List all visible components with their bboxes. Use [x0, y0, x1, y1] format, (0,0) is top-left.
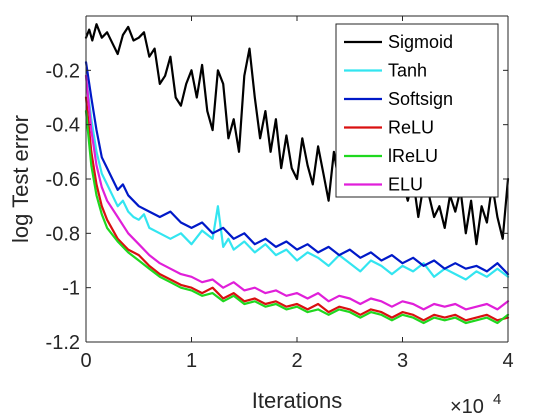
x-tick-label: 2	[291, 350, 302, 372]
legend-label-elu: ELU	[388, 175, 423, 195]
x-tick-label: 1	[186, 350, 197, 372]
legend-label-softsign: Softsign	[388, 89, 453, 109]
series-line-softsign	[84, 61, 510, 276]
y-tick-label: -1	[62, 278, 80, 300]
legend-box	[335, 23, 499, 198]
x-tick-label: 0	[80, 350, 91, 372]
series-line-sigmoid	[84, 23, 510, 246]
y-tick-label: -0.8	[46, 223, 80, 245]
legend-label-sigmoid: Sigmoid	[388, 32, 453, 52]
series-line-elu	[84, 74, 510, 311]
x-multiplier-base: ×10	[450, 396, 484, 418]
x-axis-title: Iterations	[252, 388, 343, 413]
y-tick-label: -1.2	[46, 332, 80, 354]
y-axis-title: log Test error	[8, 115, 33, 243]
legend: Sigmoid Tanh Softsign ReLU lReLU ELU	[335, 23, 499, 198]
ticks: 0 1 2 3 4 -1.2 -1 -0.8 -0.6 -0.4 -0.2	[46, 16, 514, 372]
y-tick-label: -0.6	[46, 169, 80, 191]
series-line-relu	[84, 96, 510, 322]
legend-label-relu: ReLU	[388, 118, 434, 138]
y-tick-label: -0.4	[46, 115, 80, 137]
series-layer	[84, 23, 510, 325]
legend-label-lrelu: lReLU	[388, 146, 438, 166]
legend-label-tanh: Tanh	[388, 61, 427, 81]
x-tick-label: 4	[502, 350, 513, 372]
x-tick-label: 3	[397, 350, 408, 372]
y-tick-label: -0.2	[46, 60, 80, 82]
x-multiplier: ×10 4	[450, 391, 501, 418]
series-line-lrelu	[84, 109, 510, 325]
x-multiplier-exponent: 4	[493, 391, 501, 408]
series-line-tanh	[84, 74, 510, 281]
